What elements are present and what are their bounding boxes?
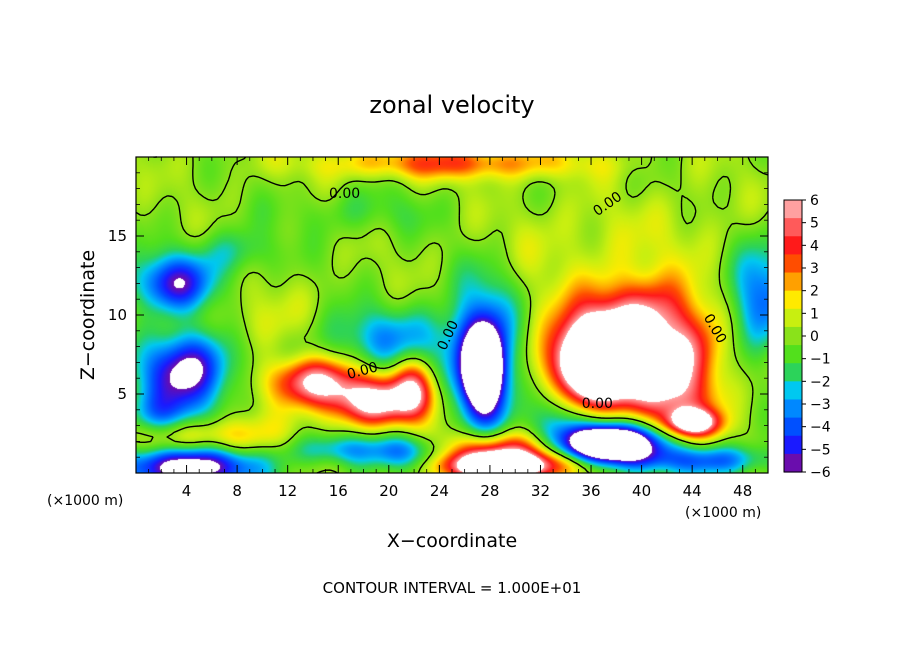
chart-title: zonal velocity <box>369 91 534 119</box>
x-tick-label: 4 <box>182 482 192 500</box>
colorbar-swatch <box>784 200 802 219</box>
contour-label: 0.00 <box>345 359 379 383</box>
colorbar-tick-label: 0 <box>810 329 819 345</box>
colorbar-swatch <box>784 435 802 455</box>
colorbar-swatch <box>784 236 802 255</box>
x-tick-label: 32 <box>531 482 550 500</box>
x-tick-label: 12 <box>278 482 297 500</box>
x-tick-label: 16 <box>329 482 348 500</box>
x-axis-unit: (×1000 m) <box>685 505 761 521</box>
colorbar-tick-label: 5 <box>810 216 819 232</box>
colorbar-swatch <box>784 290 802 310</box>
x-tick-label: 40 <box>632 482 651 500</box>
y-tick-label: 5 <box>117 385 127 403</box>
colorbar-tick-label: −1 <box>810 352 831 368</box>
colorbar-swatch <box>784 417 802 437</box>
y-axis-unit: (×1000 m) <box>47 493 123 509</box>
x-tick-label: 36 <box>581 482 600 500</box>
x-tick-label: 48 <box>733 482 752 500</box>
contour-interval-note: CONTOUR INTERVAL = 1.000E+01 <box>323 579 582 597</box>
colorbar-tick-label: −5 <box>810 442 831 458</box>
contour-label: 0.00 <box>582 396 613 412</box>
x-tick-label: 44 <box>683 482 702 500</box>
colorbar-swatch <box>784 363 802 382</box>
x-tick-label: 24 <box>430 482 449 500</box>
colorbar-tick-label: 2 <box>810 284 819 300</box>
y-axis: 5 10 15 <box>108 172 768 458</box>
heatmap-field <box>136 157 768 473</box>
colorbar-swatch <box>784 218 802 237</box>
colorbar-swatch <box>784 399 802 419</box>
contour-zero-line <box>135 156 769 474</box>
colorbar-tick-label: −6 <box>810 465 831 481</box>
colorbar-tick-label: −3 <box>810 397 831 413</box>
x-tick-label: 8 <box>232 482 242 500</box>
contour-label: 0.00 <box>329 186 360 202</box>
contour-lines <box>135 156 769 474</box>
colorbar-swatch <box>784 272 802 292</box>
y-axis-label: Z−coordinate <box>77 250 99 380</box>
x-tick-label: 20 <box>379 482 398 500</box>
colorbar-swatch <box>784 345 802 364</box>
colorbar-tick-label: 6 <box>810 193 819 209</box>
x-axis: 4 8 12 16 20 24 28 32 36 40 44 48 <box>148 157 756 500</box>
colorbar-tick-label: 3 <box>810 261 819 277</box>
x-tick-label: 28 <box>480 482 499 500</box>
colorbar-swatch <box>784 381 802 401</box>
colorbar-swatch <box>784 308 802 328</box>
colorbar-tick-label: 4 <box>810 238 819 254</box>
y-tick-label: 10 <box>108 306 127 324</box>
colorbar-tick-label: 1 <box>810 306 819 322</box>
colorbar-swatch <box>784 453 802 473</box>
colorbar-tick-label: −4 <box>810 420 831 436</box>
x-axis-label: X−coordinate <box>387 530 517 552</box>
plot-area: 0.00 0.000.000.000.000.00 4 8 12 16 20 24 28 32 3… <box>108 156 769 500</box>
colorbar-swatch <box>784 326 802 346</box>
colorbar-tick-label: −2 <box>810 374 831 390</box>
colorbar-swatch <box>784 254 802 274</box>
y-tick-label: 15 <box>108 227 127 245</box>
colorbar: 6 5 4 3 2 1 0 −1 −2 −3 −4 −5 −6 <box>783 193 831 481</box>
